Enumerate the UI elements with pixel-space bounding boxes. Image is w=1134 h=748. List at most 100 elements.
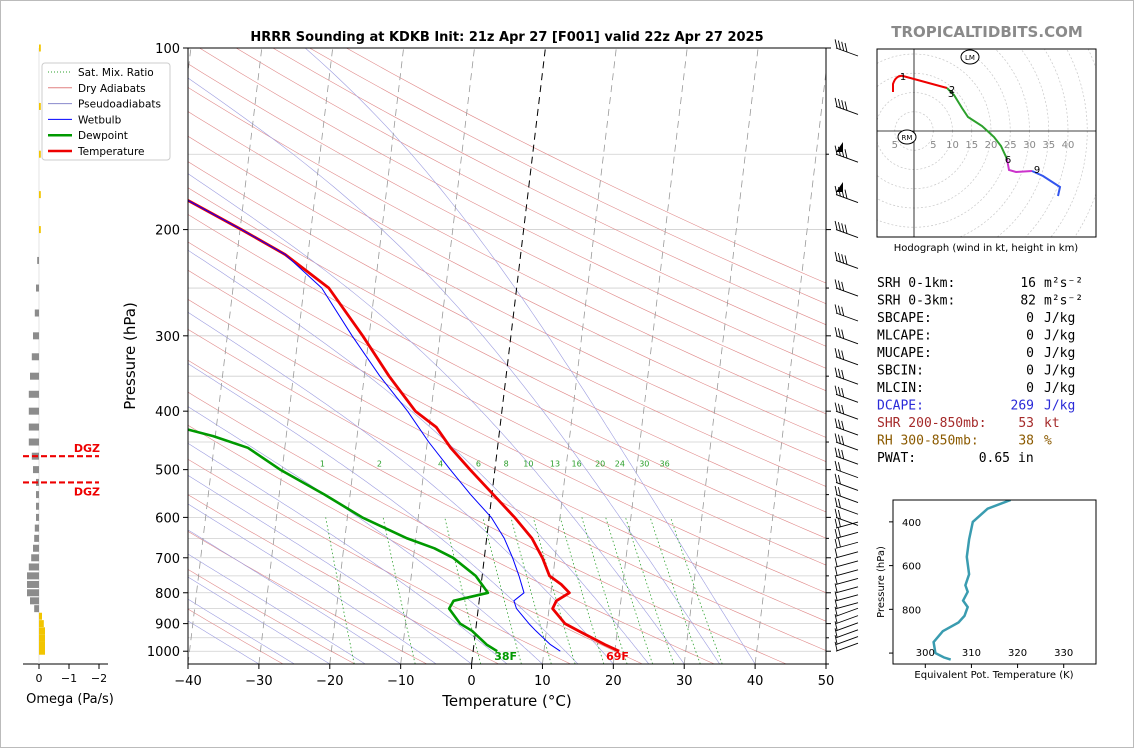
mixing-ratio-label: 1 bbox=[320, 460, 325, 469]
pressure-tick-label: 900 bbox=[155, 618, 180, 633]
dry-adiabat bbox=[188, 269, 826, 594]
pseudoadiabat bbox=[188, 77, 720, 664]
omega-bar bbox=[39, 102, 41, 110]
right-mover-marker bbox=[897, 129, 917, 145]
temperature-tick-label: −20 bbox=[316, 674, 343, 689]
mixing-ratio-label: 20 bbox=[595, 460, 605, 469]
index-row: SBCAPE: 0 J/kg bbox=[877, 311, 1075, 326]
isotherm bbox=[754, 68, 826, 664]
mixing-ratio-label: 10 bbox=[523, 460, 533, 469]
pseudoadiabat bbox=[188, 442, 508, 664]
legend-label: Dry Adiabats bbox=[78, 83, 146, 95]
wind-barb bbox=[834, 566, 859, 577]
index-value: 53 bbox=[1018, 416, 1034, 431]
mixing-ratio-line bbox=[444, 517, 482, 664]
dry-adiabat bbox=[188, 111, 826, 438]
omega-bar bbox=[39, 634, 45, 642]
dry-adiabat bbox=[188, 161, 826, 487]
pseudoadiabat bbox=[188, 249, 650, 664]
index-value: 0.65 bbox=[979, 451, 1010, 466]
index-unit: % bbox=[1044, 434, 1052, 449]
series-wetbulb-line bbox=[188, 199, 561, 652]
wind-barb bbox=[834, 304, 859, 322]
temperature-axis-ticks: −40 −30 −20 −10 0 10 20 30 40 50 bbox=[174, 664, 834, 689]
omega-bar bbox=[33, 544, 39, 552]
theta-e-ytick-label: 800 bbox=[902, 605, 921, 616]
mixing-ratio-line bbox=[382, 517, 416, 664]
hodograph-ring-label: 30 bbox=[1023, 140, 1036, 151]
wind-barb bbox=[834, 473, 859, 491]
skewt-frame bbox=[187, 47, 827, 665]
wind-barb bbox=[834, 614, 859, 625]
wind-barb bbox=[834, 591, 859, 602]
pseudoadiabat bbox=[188, 576, 330, 664]
theta-e-profile bbox=[932, 500, 1012, 661]
omega-bar bbox=[39, 620, 44, 628]
brand-watermark: TROPICALTIDBITS.COM bbox=[891, 23, 1083, 41]
legend-label: Sat. Mix. Ratio bbox=[78, 67, 154, 79]
theta-e-xtick-label: 300 bbox=[916, 648, 935, 659]
wind-barb bbox=[834, 557, 859, 568]
right-mover-label: RM bbox=[902, 134, 913, 142]
pressure-tick-label: 300 bbox=[155, 330, 180, 345]
index-label: MUCAPE: bbox=[877, 346, 932, 361]
wind-barb bbox=[834, 528, 859, 539]
index-row: SRH 0-1km: 16 m²s⁻² bbox=[877, 276, 1083, 291]
isotherm bbox=[329, 48, 404, 664]
pressure-tick-label: 700 bbox=[155, 552, 180, 567]
index-label: MLCIN: bbox=[877, 381, 924, 396]
wind-barb bbox=[834, 97, 859, 115]
index-value: 269 bbox=[1011, 399, 1034, 414]
omega-bar bbox=[39, 150, 41, 158]
pseudoadiabats bbox=[188, 48, 756, 664]
omega-panel: DGZ DGZ 0 −1 −2 Omega (Pa/s) bbox=[23, 44, 114, 707]
wind-barb bbox=[834, 641, 859, 652]
pseudoadiabat bbox=[188, 173, 685, 664]
omega-bar bbox=[31, 353, 39, 361]
hodograph-ring-label: 15 bbox=[965, 140, 978, 151]
omega-bar bbox=[34, 524, 39, 532]
index-value: 0 bbox=[1026, 381, 1034, 396]
pseudoadiabat bbox=[188, 363, 579, 664]
legend-label: Pseudoadiabats bbox=[78, 99, 161, 111]
mixing-ratio-label: 4 bbox=[438, 460, 443, 469]
dry-adiabat bbox=[199, 48, 826, 369]
hodograph-ring-label: 35 bbox=[1042, 140, 1055, 151]
pressure-axis-ticks: 100 200 300 400 500 600 700 800 900 1000 bbox=[147, 42, 831, 665]
wind-barb bbox=[834, 621, 859, 632]
isotherm bbox=[258, 48, 334, 664]
index-row: MUCAPE: 0 J/kg bbox=[877, 346, 1075, 361]
pressure-tick-label: 800 bbox=[155, 587, 180, 602]
hodograph-segment-0-3km bbox=[892, 74, 948, 92]
mixing-ratio-label: 6 bbox=[476, 460, 481, 469]
dry-adiabat bbox=[188, 608, 284, 664]
legend: Sat. Mix. Ratio Dry Adiabats Pseudoadiabat… bbox=[41, 62, 171, 161]
wind-barb bbox=[834, 447, 859, 465]
series-dewpoint-line bbox=[188, 428, 498, 653]
mixing-ratio-line bbox=[670, 517, 723, 664]
theta-e-frame bbox=[892, 499, 1097, 665]
dry-adiabat bbox=[272, 48, 826, 326]
wind-barb bbox=[834, 606, 859, 617]
hodograph-height-label: 3 bbox=[948, 89, 954, 100]
dry-adiabat bbox=[188, 569, 356, 664]
dry-adiabat bbox=[188, 63, 826, 392]
wind-barb bbox=[834, 385, 859, 403]
wind-barb bbox=[834, 39, 859, 57]
mixing-ratio-line bbox=[649, 517, 701, 664]
mixing-ratio-label: 2 bbox=[377, 460, 382, 469]
omega-bar bbox=[34, 534, 39, 542]
temperature-tick-label: −30 bbox=[245, 674, 272, 689]
temperature-tick-label: 30 bbox=[676, 674, 693, 689]
hodograph-ring-label: 10 bbox=[946, 140, 959, 151]
dgz-label: DGZ bbox=[74, 485, 100, 498]
index-row: MLCIN: 0 J/kg bbox=[877, 381, 1075, 396]
omega-tick-label: 0 bbox=[36, 672, 43, 685]
omega-bar bbox=[30, 597, 39, 605]
theta-e-xtick-label: 330 bbox=[1054, 648, 1073, 659]
omega-bar bbox=[27, 572, 39, 580]
wind-barb bbox=[834, 508, 859, 526]
temperature-tick-label: −10 bbox=[387, 674, 414, 689]
mixing-ratio-lines bbox=[325, 517, 723, 664]
